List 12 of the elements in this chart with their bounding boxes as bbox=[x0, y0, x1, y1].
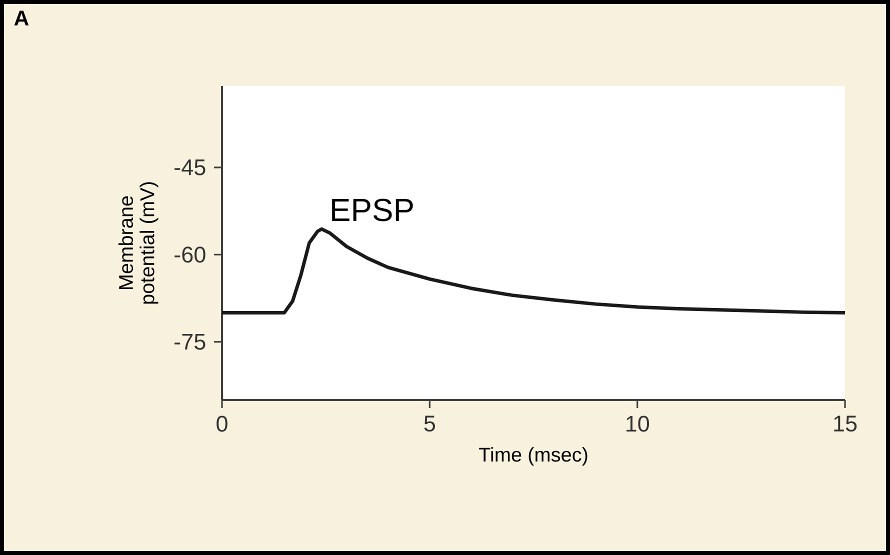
x-tick-label: 5 bbox=[424, 416, 435, 432]
y-tick-label: -45 bbox=[174, 160, 206, 176]
x-axis-title: Time (msec) bbox=[478, 447, 588, 466]
x-tick-label: 10 bbox=[626, 416, 650, 432]
x-tick-label: 15 bbox=[834, 416, 857, 432]
line-series bbox=[220, 227, 847, 315]
text: A bbox=[14, 10, 29, 26]
annotation: EPSP bbox=[332, 198, 413, 222]
y-tick-label: -60 bbox=[174, 246, 206, 263]
x-tick-label: 0 bbox=[216, 416, 228, 432]
y-tick-label: -75 bbox=[174, 334, 206, 350]
y-axis-title: Membrane potential (mV) bbox=[118, 182, 158, 304]
